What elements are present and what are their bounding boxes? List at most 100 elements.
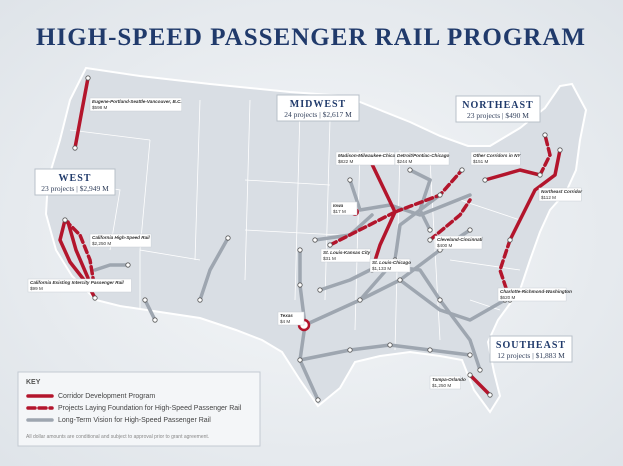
label-box	[89, 233, 152, 248]
station	[297, 357, 303, 363]
station	[297, 282, 303, 288]
corridor-name: California Existing Intercity Passenger …	[30, 280, 124, 285]
corridor-label: Cleveland-Cincinnati$400 M	[434, 235, 483, 250]
corridor-label: St. Louis-Chicago$1,133 M	[369, 258, 411, 273]
station	[507, 237, 513, 243]
station	[459, 167, 465, 173]
station	[312, 237, 318, 243]
corridor-name: Eugene-Portland-Seattle-Vancouver, B.C.	[92, 99, 182, 104]
label-box	[394, 151, 450, 166]
station	[542, 132, 548, 138]
label-box	[497, 287, 567, 302]
region-southeast: SOUTHEAST 12 projects | $1,883 M	[489, 335, 573, 363]
station	[537, 172, 543, 178]
station	[125, 262, 131, 268]
key: KEY Corridor Development Program Project…	[17, 371, 261, 447]
corridor-name: Tampa-Orlando	[432, 377, 466, 382]
corridor-amount: $822 M	[338, 159, 353, 164]
station	[467, 352, 473, 358]
station	[427, 237, 433, 243]
corridor-amount: $400 M	[437, 243, 452, 248]
corridor-amount: $598 M	[92, 105, 107, 110]
station	[467, 227, 473, 233]
station	[437, 192, 443, 198]
corridor-name: California High-Speed Rail	[92, 235, 150, 240]
station	[437, 297, 443, 303]
label-box	[434, 235, 483, 250]
label-box	[369, 258, 411, 273]
station	[347, 347, 353, 353]
corridor-name: Other Corridors in NY	[473, 153, 521, 158]
station	[142, 297, 148, 303]
label-box	[470, 151, 521, 166]
corridor-name: Madison-Milwaukee-Chicago	[338, 153, 401, 158]
corridor-name: Northeast Corridor	[541, 189, 582, 194]
corridor-label: Detroit/Pontiac-Chicago$244 M	[394, 151, 450, 166]
label-box	[538, 187, 582, 202]
region-name: MIDWEST	[290, 99, 346, 110]
corridor-label: Tampa-Orlando$1,250 M	[429, 375, 466, 390]
corridor-labels: Eugene-Portland-Seattle-Vancouver, B.C.$…	[27, 97, 582, 390]
corridor-amount: $620 M	[500, 295, 515, 300]
label-box	[429, 375, 461, 390]
station	[387, 342, 393, 348]
label-box	[27, 278, 132, 293]
region-summary: 23 projects | $2,949 M	[41, 184, 109, 193]
corridor-amount: $1,133 M	[372, 266, 391, 271]
corridor-name: Texas	[280, 313, 293, 318]
station	[467, 372, 473, 378]
region-midwest: MIDWEST 24 projects | $2,617 M	[276, 94, 360, 122]
corridor-amount: $244 M	[397, 159, 412, 164]
corridor-name: Detroit/Pontiac-Chicago	[397, 153, 450, 158]
label-box	[89, 97, 182, 112]
corridor-label: Iowa$17 M	[330, 201, 358, 216]
key-item: Projects Laying Foundation for High-Spee…	[58, 405, 242, 412]
corridor-amount: $99 M	[30, 286, 43, 291]
title: HIGH-SPEED PASSENGER RAIL PROGRAM	[36, 24, 586, 51]
corridor-amount: $17 M	[333, 209, 346, 214]
region-west: WEST 23 projects | $2,949 M	[34, 168, 116, 196]
station	[297, 247, 303, 253]
station	[557, 147, 563, 153]
corridor-label: Charlotte-Richmond-Washington$620 M	[497, 287, 572, 302]
key-note: All dollar amounts are conditional and s…	[26, 434, 209, 440]
station	[85, 75, 91, 81]
label-box	[330, 201, 358, 216]
station	[347, 177, 353, 183]
region-name: NORTHEAST	[462, 100, 533, 111]
key-title: KEY	[26, 379, 41, 386]
corridor-label: Northeast Corridor$112 M	[538, 187, 582, 202]
corridor-label: Texas$4 M	[277, 311, 305, 326]
corridor-label: Madison-Milwaukee-Chicago$822 M	[335, 151, 401, 166]
label-box	[320, 248, 371, 263]
region-summary: 12 projects | $1,883 M	[497, 351, 565, 360]
station	[152, 317, 158, 323]
region-northeast: NORTHEAST 23 projects | $490 M	[455, 95, 541, 123]
corridor-name: Cleveland-Cincinnati	[437, 237, 483, 242]
corridor-name: St. Louis-Chicago	[372, 260, 411, 265]
station	[427, 347, 433, 353]
station	[62, 217, 68, 223]
corridor-label: Eugene-Portland-Seattle-Vancouver, B.C.$…	[89, 97, 182, 112]
corridor-label: St. Louis-Kansas City$31 M	[320, 248, 371, 263]
station	[477, 367, 483, 373]
station	[482, 177, 488, 183]
region-name: SOUTHEAST	[496, 340, 566, 351]
corridor-amount: $151 M	[473, 159, 488, 164]
station	[317, 287, 323, 293]
corridor-amount: $112 M	[541, 195, 556, 200]
station	[407, 167, 413, 173]
station	[92, 295, 98, 301]
station	[225, 235, 231, 241]
station	[357, 297, 363, 303]
station	[327, 242, 333, 248]
corridor-amount: $31 M	[323, 256, 336, 261]
corridor-label: California High-Speed Rail$2,250 M	[89, 233, 152, 248]
corridor-name: Charlotte-Richmond-Washington	[500, 289, 572, 294]
key-item: Long-Term Vision for High-Speed Passenge…	[58, 417, 211, 424]
corridor-label: Other Corridors in NY$151 M	[470, 151, 521, 166]
corridor-label: California Existing Intercity Passenger …	[27, 278, 132, 293]
station	[315, 397, 321, 403]
